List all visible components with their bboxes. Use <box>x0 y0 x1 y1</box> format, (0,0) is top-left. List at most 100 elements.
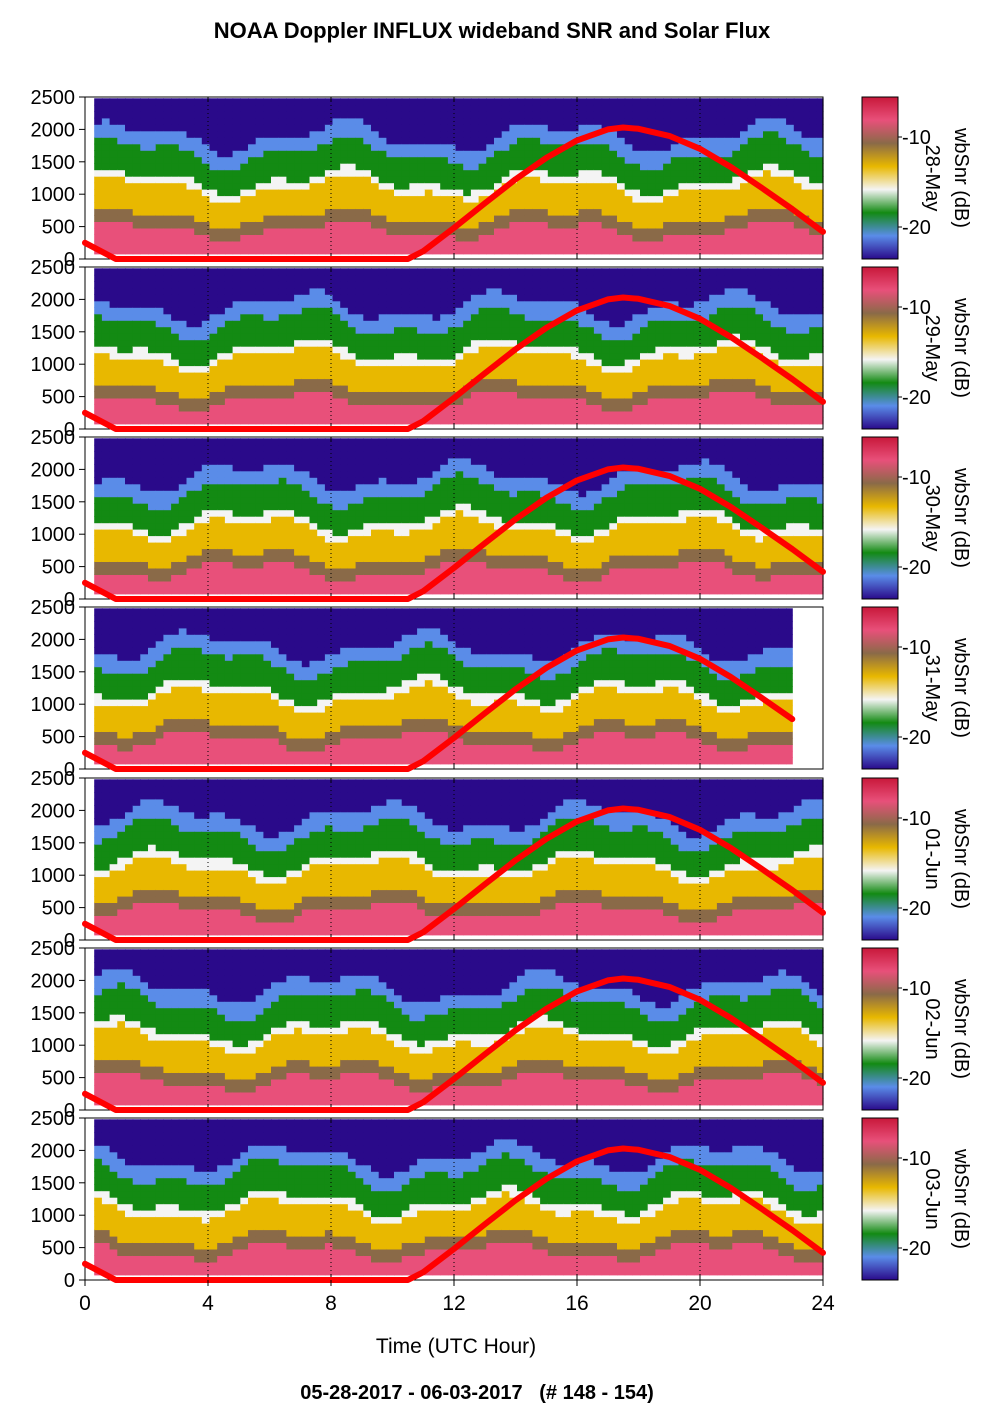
heatmap-cell <box>233 124 241 131</box>
heatmap-cell <box>117 484 125 491</box>
heatmap-cell <box>571 281 579 288</box>
heatmap-cell <box>640 118 648 125</box>
heatmap-cell <box>640 209 648 216</box>
heatmap-cell <box>594 118 602 125</box>
heatmap-cell <box>286 281 294 288</box>
heatmap-cell <box>556 176 564 183</box>
heatmap-cell <box>602 98 610 105</box>
heatmap-cell <box>294 340 302 347</box>
heatmap-cell <box>763 176 771 183</box>
heatmap-cell <box>271 294 279 301</box>
heatmap-cell <box>294 221 302 228</box>
heatmap-cell <box>156 536 164 543</box>
heatmap-cell <box>586 411 594 418</box>
heatmap-cell <box>617 391 625 398</box>
heatmap-cell <box>794 144 802 151</box>
heatmap-cell <box>386 124 394 131</box>
heatmap-cell <box>371 176 379 183</box>
heatmap-cell <box>532 417 540 424</box>
heatmap-cell <box>340 359 348 366</box>
heatmap-cell <box>140 581 148 588</box>
heatmap-cell <box>133 391 141 398</box>
heatmap-cell <box>532 366 540 373</box>
heatmap-cell <box>394 170 402 177</box>
heatmap-cell <box>333 288 341 295</box>
heatmap-cell <box>240 228 248 235</box>
heatmap-cell <box>179 183 187 190</box>
heatmap-cell <box>94 124 102 131</box>
heatmap-cell <box>148 288 156 295</box>
heatmap-cell <box>602 417 610 424</box>
heatmap-cell <box>579 111 587 118</box>
heatmap-cell <box>702 105 710 112</box>
heatmap-cell <box>340 163 348 170</box>
heatmap-cell <box>117 379 125 386</box>
heatmap-cell <box>702 189 710 196</box>
heatmap-cell <box>394 118 402 125</box>
heatmap-cell <box>717 366 725 373</box>
heatmap-cell <box>532 281 540 288</box>
heatmap-cell <box>602 111 610 118</box>
heatmap-cell <box>187 497 195 504</box>
heatmap-cell <box>617 366 625 373</box>
heatmap-cell <box>648 170 656 177</box>
heatmap-cell <box>694 209 702 216</box>
heatmap-cell <box>125 549 133 556</box>
heatmap-cell <box>732 241 740 248</box>
heatmap-cell <box>778 111 786 118</box>
heatmap-cell <box>479 359 487 366</box>
heatmap-cell <box>356 228 364 235</box>
heatmap-cell <box>125 366 133 373</box>
heatmap-cell <box>194 294 202 301</box>
heatmap-cell <box>594 275 602 282</box>
heatmap-cell <box>494 294 502 301</box>
heatmap-cell <box>463 234 471 241</box>
heatmap-cell <box>187 327 195 334</box>
heatmap-cell <box>156 379 164 386</box>
heatmap-cell <box>786 404 794 411</box>
heatmap-cell <box>456 176 464 183</box>
heatmap-cell <box>140 445 148 452</box>
heatmap-cell <box>386 346 394 353</box>
heatmap-cell <box>525 202 533 209</box>
heatmap-cell <box>740 221 748 228</box>
heatmap-cell <box>794 288 802 295</box>
heatmap-cell <box>279 346 287 353</box>
heatmap-cell <box>171 340 179 347</box>
heatmap-cell <box>579 196 587 203</box>
heatmap-cell <box>125 391 133 398</box>
heatmap-cell <box>556 340 564 347</box>
heatmap-cell <box>409 411 417 418</box>
heatmap-cell <box>433 391 441 398</box>
heatmap-cell <box>386 176 394 183</box>
heatmap-cell <box>671 333 679 340</box>
heatmap-cell <box>210 234 218 241</box>
heatmap-cell <box>540 366 548 373</box>
heatmap-cell <box>402 411 410 418</box>
heatmap-cell <box>371 404 379 411</box>
heatmap-cell <box>486 247 494 254</box>
heatmap-cell <box>302 170 310 177</box>
heatmap-cell <box>371 372 379 379</box>
heatmap-cell <box>425 268 433 275</box>
heatmap-cell <box>363 391 371 398</box>
heatmap-cell <box>256 333 264 340</box>
heatmap-cell <box>794 234 802 241</box>
heatmap-cell <box>117 118 125 125</box>
heatmap-cell <box>294 157 302 164</box>
heatmap-cell <box>494 307 502 314</box>
heatmap-cell <box>256 268 264 275</box>
heatmap-cell <box>725 353 733 360</box>
heatmap-cell <box>456 379 464 386</box>
heatmap-cell <box>363 372 371 379</box>
heatmap-cell <box>671 98 679 105</box>
heatmap-cell <box>602 353 610 360</box>
heatmap-cell <box>325 105 333 112</box>
heatmap-cell <box>310 228 318 235</box>
heatmap-cell <box>171 503 179 510</box>
heatmap-cell <box>333 150 341 157</box>
heatmap-cell <box>663 346 671 353</box>
heatmap-cell <box>640 379 648 386</box>
heatmap-cell <box>425 183 433 190</box>
heatmap-cell <box>371 301 379 308</box>
